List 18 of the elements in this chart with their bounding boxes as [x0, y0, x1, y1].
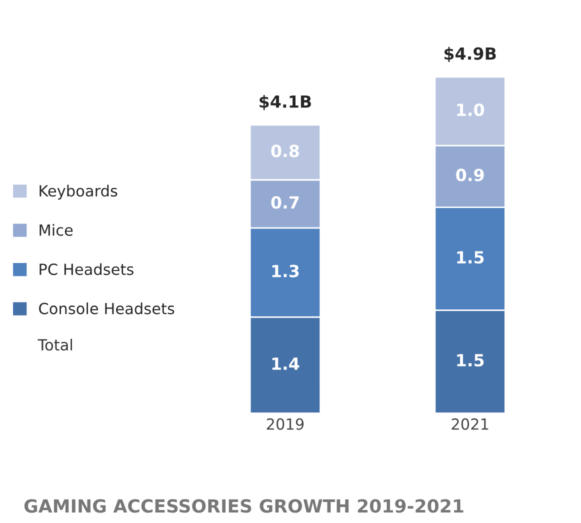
legend-label: Keyboards [40, 184, 118, 200]
total-label: $4.1B [260, 94, 311, 110]
total-label: $4.9B [444, 46, 496, 62]
data-label: 1.4 [272, 358, 300, 370]
data-label: 1.0 [457, 103, 484, 116]
legend-label: Mice [40, 224, 73, 236]
data-label: 1.5 [457, 354, 484, 367]
x-tick-label: 2021 [452, 418, 488, 430]
text: GAMING ACCESSORIES GROWTH 2019-2021 [24, 499, 464, 513]
data-label: 0.8 [271, 144, 299, 158]
x-tick-label: 2019 [266, 418, 304, 430]
text: Total [38, 338, 72, 351]
legend-label: PC Headsets [40, 263, 134, 276]
data-label: 1.3 [272, 264, 299, 278]
data-label: 1.5 [457, 251, 484, 264]
data-label: 0.9 [456, 168, 484, 182]
data-label: 0.7 [271, 196, 299, 209]
legend-label: Console Headsets [39, 302, 174, 314]
